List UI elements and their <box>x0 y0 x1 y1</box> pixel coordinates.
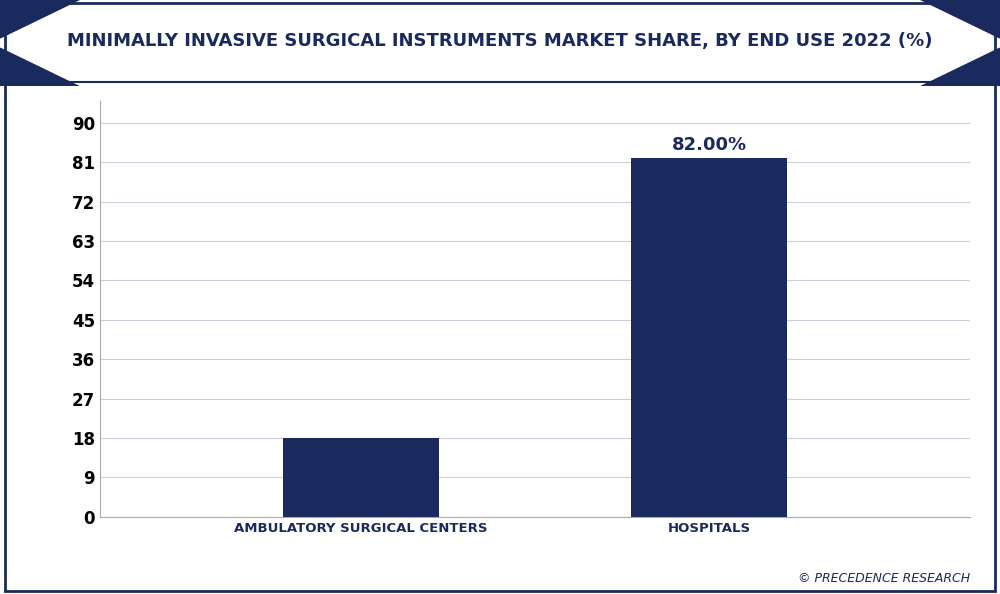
Polygon shape <box>0 48 80 86</box>
Bar <box>631 158 787 517</box>
Polygon shape <box>0 39 65 48</box>
Bar <box>60 7 940 79</box>
Polygon shape <box>0 0 80 39</box>
Polygon shape <box>920 0 1000 39</box>
Polygon shape <box>935 39 1000 48</box>
Text: MINIMALLY INVASIVE SURGICAL INSTRUMENTS MARKET SHARE, BY END USE 2022 (%): MINIMALLY INVASIVE SURGICAL INSTRUMENTS … <box>67 32 933 50</box>
Text: © PRECEDENCE RESEARCH: © PRECEDENCE RESEARCH <box>798 572 970 585</box>
Text: 82.00%: 82.00% <box>671 137 747 154</box>
Polygon shape <box>920 48 1000 86</box>
Bar <box>283 438 439 517</box>
